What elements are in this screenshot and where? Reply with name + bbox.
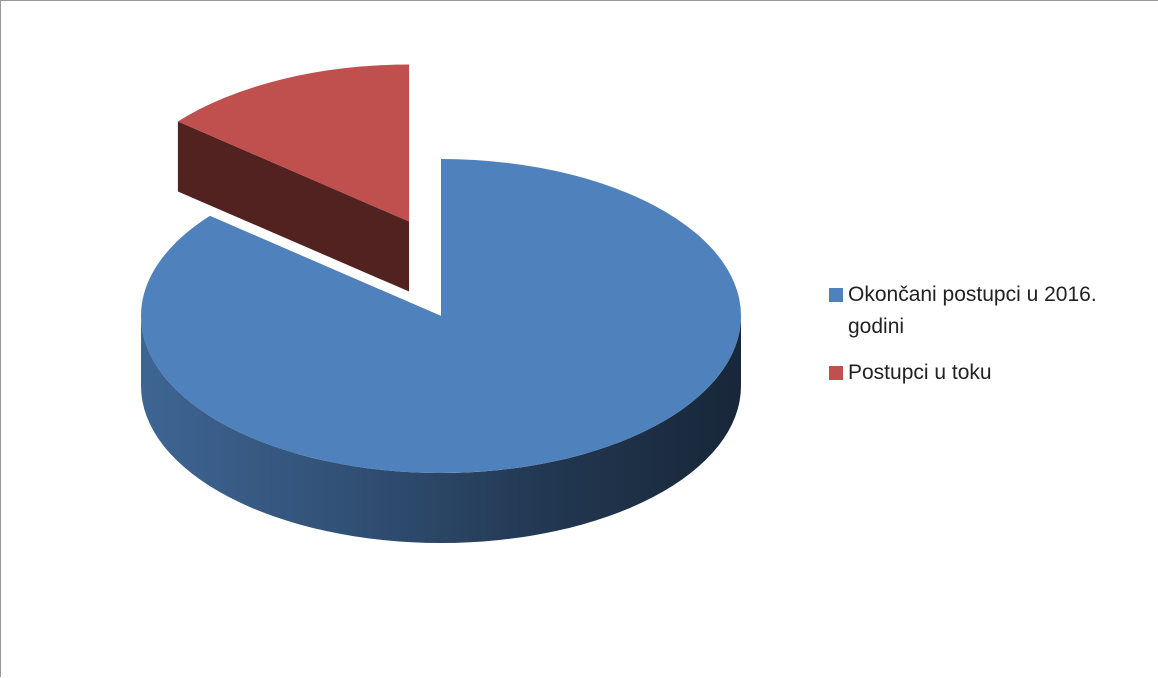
legend-swatch-u-toku [829,366,843,380]
legend-item-u-toku: Postupci u toku [829,357,1129,389]
legend: Okončani postupci u 2016. godini Postupc… [829,279,1129,403]
legend-swatch-okoncani [829,288,843,302]
legend-item-okoncani: Okončani postupci u 2016. godini [829,279,1129,343]
slice-side-okoncani [141,316,741,543]
slice-wall-u-toku [177,121,410,292]
legend-label-u-toku: Postupci u toku [848,361,992,384]
legend-label-okoncani: Okončani postupci u 2016. godini [848,283,1097,338]
pie-slice-u-toku [177,64,410,222]
pie-slice-okoncani [140,159,741,473]
